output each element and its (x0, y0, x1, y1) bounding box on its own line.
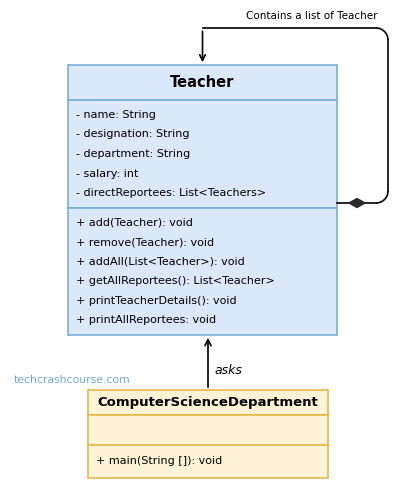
Text: Contains a list of Teacher: Contains a list of Teacher (247, 11, 378, 21)
Text: - name: String: - name: String (76, 110, 156, 120)
Text: + addAll(List<Teacher>): void: + addAll(List<Teacher>): void (76, 257, 245, 267)
Bar (88, 390, 328, 415)
Text: Teacher: Teacher (170, 75, 235, 90)
Text: asks: asks (214, 364, 242, 377)
Text: - designation: String: - designation: String (76, 129, 190, 139)
Text: techcrashcourse.com: techcrashcourse.com (14, 375, 131, 385)
Text: + printAllReportees: void: + printAllReportees: void (76, 315, 216, 325)
Text: - salary: int: - salary: int (76, 169, 138, 179)
Polygon shape (349, 198, 365, 208)
Bar (68, 100, 337, 208)
Bar (88, 445, 328, 478)
Bar (68, 65, 337, 100)
Text: + main(String []): void: + main(String []): void (96, 457, 222, 466)
Text: - directReportees: List<Teachers>: - directReportees: List<Teachers> (76, 188, 266, 198)
Text: + printTeacherDetails(): void: + printTeacherDetails(): void (76, 296, 237, 306)
Bar (88, 415, 328, 445)
Bar (68, 208, 337, 335)
Text: - department: String: - department: String (76, 149, 190, 159)
Text: + add(Teacher): void: + add(Teacher): void (76, 217, 193, 228)
Text: + remove(Teacher): void: + remove(Teacher): void (76, 237, 214, 247)
Text: + getAllReportees(): List<Teacher>: + getAllReportees(): List<Teacher> (76, 277, 275, 286)
Text: ComputerScienceDepartment: ComputerScienceDepartment (97, 396, 318, 409)
